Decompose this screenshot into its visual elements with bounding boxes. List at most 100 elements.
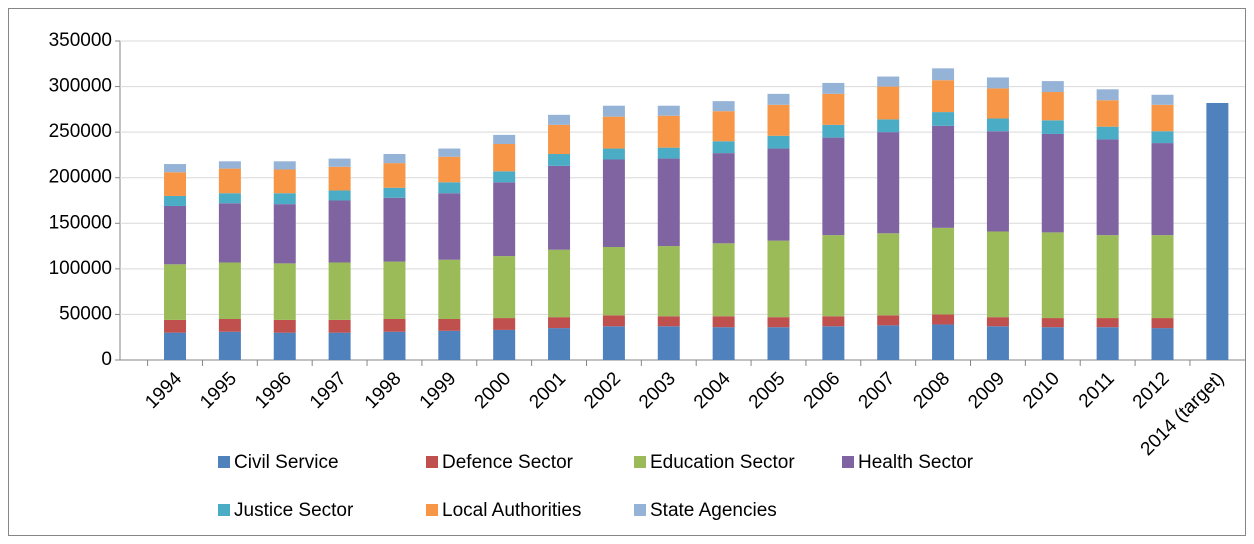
bar-segment	[328, 332, 351, 360]
bar-segment	[1096, 89, 1119, 101]
legend-label: Local Authorities	[442, 500, 581, 521]
bar-segment	[602, 315, 625, 327]
bar-segment	[383, 197, 406, 262]
bar-segment	[1151, 235, 1174, 319]
bar-segment	[877, 233, 900, 316]
bar-segment	[657, 158, 680, 247]
bar-segment	[548, 114, 571, 125]
bar-segment	[1041, 318, 1064, 328]
y-tick-label: 350000	[49, 30, 112, 51]
bar-segment	[493, 134, 516, 144]
bar-segment	[932, 80, 955, 113]
bar-segment	[1151, 131, 1174, 144]
bar-segment	[218, 203, 241, 263]
bar-segment	[986, 88, 1009, 119]
bar-segment	[1096, 126, 1119, 140]
bar-segment	[1096, 318, 1119, 328]
bar-segment	[164, 164, 187, 173]
legend-label: Civil Service	[234, 452, 339, 473]
bar-segment	[712, 243, 735, 317]
bar-segment	[657, 105, 680, 116]
legend-swatch	[634, 504, 646, 516]
bar-segment	[438, 330, 461, 360]
bar-segment	[164, 205, 187, 265]
bar-segment	[273, 193, 296, 205]
y-tick-label: 250000	[49, 121, 112, 142]
bar-segment	[383, 163, 406, 188]
bar-segment	[767, 317, 790, 328]
legend-label: Health Sector	[858, 452, 974, 473]
bar-segment	[493, 256, 516, 319]
bar-segment	[767, 104, 790, 136]
bar-segment	[712, 111, 735, 142]
bar-segment	[218, 262, 241, 319]
bar-segment	[767, 135, 790, 149]
bar-segment	[218, 331, 241, 360]
bar-segment	[328, 319, 351, 333]
legend-swatch	[634, 456, 646, 468]
bar-segment	[932, 324, 955, 360]
bar-segment	[273, 161, 296, 170]
bar-segment	[273, 169, 296, 194]
y-tick-label: 200000	[49, 167, 112, 188]
bar-segment	[767, 240, 790, 318]
bar-segment	[548, 328, 571, 360]
bar-segment	[822, 326, 845, 360]
bar-segment	[877, 119, 900, 133]
bar-segment	[1206, 102, 1229, 360]
bar-segment	[1151, 318, 1174, 329]
bar-segment	[438, 148, 461, 157]
legend-swatch	[218, 456, 230, 468]
bar-segment	[164, 332, 187, 360]
bar-segment	[932, 68, 955, 81]
bar-segment	[932, 125, 955, 228]
bar-segment	[1041, 92, 1064, 121]
y-tick-label: 0	[101, 349, 112, 370]
bar-segment	[383, 154, 406, 164]
bar-segment	[602, 246, 625, 316]
bar-segment	[986, 77, 1009, 89]
bar-segment	[657, 246, 680, 317]
bar-segment	[273, 204, 296, 264]
bar-segment	[383, 261, 406, 319]
y-tick-label: 50000	[59, 303, 112, 324]
bar-segment	[273, 332, 296, 360]
bar-segment	[438, 318, 461, 331]
bar-segment	[1151, 104, 1174, 132]
bar-segment	[1096, 100, 1119, 127]
bar-segment	[383, 318, 406, 332]
bar-segment	[822, 235, 845, 317]
bar-segment	[383, 187, 406, 198]
bar-segment	[548, 249, 571, 318]
bar-segment	[548, 154, 571, 166]
bar-segment	[767, 327, 790, 360]
bar-segment	[877, 325, 900, 360]
bar-segment	[602, 148, 625, 160]
bar-segment	[218, 318, 241, 332]
legend-swatch	[426, 504, 438, 516]
bar-segment	[932, 227, 955, 315]
bar-segment	[767, 93, 790, 105]
bar-segment	[218, 193, 241, 204]
bar-segment	[1096, 235, 1119, 319]
bar-segment	[986, 326, 1009, 360]
bar-segment	[218, 168, 241, 194]
bar-segment	[657, 326, 680, 360]
bar-segment	[877, 315, 900, 326]
bar-segment	[602, 105, 625, 117]
bar-segment	[602, 116, 625, 149]
bar-segment	[273, 319, 296, 333]
bar-segment	[877, 132, 900, 234]
bar-segment	[932, 314, 955, 325]
legend-swatch	[218, 504, 230, 516]
bar-segment	[877, 76, 900, 87]
bar-segment	[712, 141, 735, 154]
bar-segment	[493, 182, 516, 257]
legend-swatch	[426, 456, 438, 468]
bar-segment	[602, 326, 625, 360]
bar-segment	[986, 317, 1009, 327]
bar-segment	[164, 264, 187, 320]
bar-segment	[493, 318, 516, 330]
bar-segment	[438, 259, 461, 319]
